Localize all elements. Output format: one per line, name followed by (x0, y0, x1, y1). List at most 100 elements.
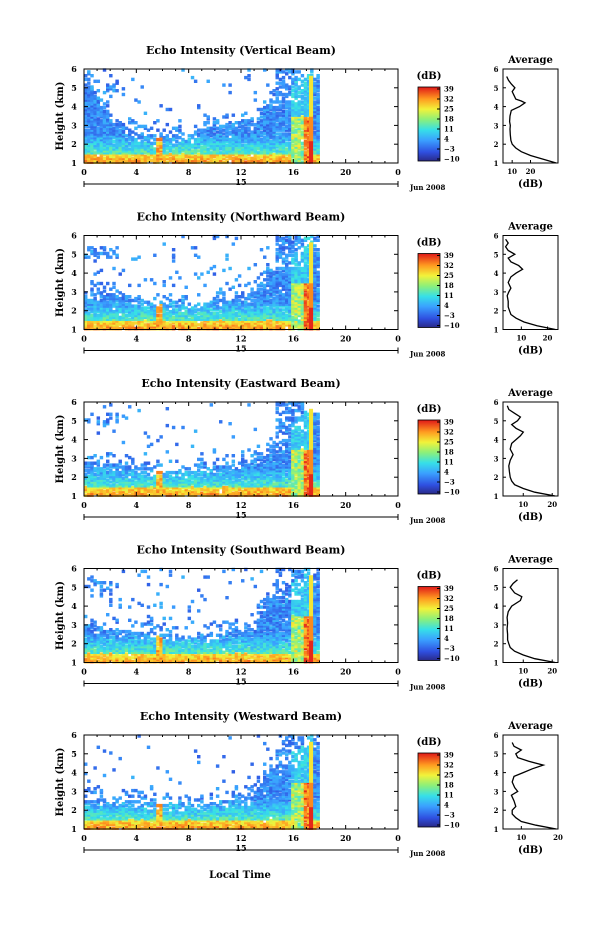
heatmap-cell (275, 242, 279, 246)
heatmap-cell (121, 126, 126, 130)
heatmap-cell (190, 474, 195, 479)
heatmap-cell (181, 317, 185, 321)
heatmap-cell (184, 160, 188, 164)
heatmap-cell (256, 465, 261, 469)
heatmap-cell (156, 160, 160, 164)
heatmap-cell (159, 482, 163, 486)
heatmap-cell (300, 149, 305, 153)
heatmap-cell (128, 134, 132, 138)
heatmap-cell (128, 455, 132, 460)
heatmap-cell (234, 313, 239, 318)
heatmap-cell (266, 289, 270, 293)
heatmap-cell (259, 311, 264, 316)
heatmap-cell (253, 298, 258, 303)
heatmap-cell (291, 136, 295, 140)
heatmap-cell (272, 141, 276, 146)
heatmap-cell (84, 160, 88, 164)
heatmap-cell (269, 472, 273, 477)
heatmap-cell (259, 295, 264, 299)
heatmap-cell (215, 485, 220, 490)
heatmap-cell (272, 478, 276, 482)
heatmap-cell (300, 306, 305, 310)
heatmap-cell (241, 323, 245, 327)
heatmap-cell (237, 302, 242, 306)
heatmap-cell (121, 325, 126, 329)
heatmap-cell (313, 287, 317, 291)
heatmap-cell (316, 321, 320, 325)
heatmap-cell (291, 317, 295, 321)
heatmap-cell (294, 263, 298, 267)
heatmap-cell (275, 274, 279, 278)
heatmap-cell (275, 311, 279, 316)
heatmap-cell (128, 147, 132, 151)
heatmap-cell (309, 264, 314, 269)
heatmap-cell (106, 454, 110, 458)
heatmap-cell (212, 478, 217, 482)
heatmap-cell (212, 491, 217, 495)
heatmap-cell (165, 323, 170, 327)
heatmap-cell (272, 311, 276, 316)
heatmap-cell (278, 308, 283, 312)
heatmap-cell (253, 459, 258, 463)
average-y-tick-label: 4 (494, 269, 499, 278)
heatmap-cell (228, 467, 232, 471)
heatmap-cell (306, 278, 311, 282)
heatmap-cell (106, 152, 110, 157)
heatmap-cell (115, 139, 119, 144)
heatmap-cell (118, 136, 122, 140)
heatmap-cell (253, 128, 258, 132)
heatmap-cell (285, 317, 289, 321)
heatmap-cell (146, 323, 151, 327)
heatmap-cell (300, 289, 305, 293)
heatmap-cell (303, 124, 308, 129)
heatmap-cell (121, 296, 126, 301)
heatmap-cell (244, 313, 248, 318)
heatmap-cell (84, 315, 88, 320)
heatmap-cell (313, 100, 317, 104)
heatmap-cell (231, 315, 236, 320)
heatmap-cell (244, 470, 248, 475)
heatmap-cell (269, 289, 273, 293)
heatmap-cell (291, 440, 295, 445)
heatmap-cell (225, 474, 229, 479)
heatmap-cell (294, 272, 298, 276)
heatmap-cell (134, 317, 138, 321)
heatmap-cell (306, 74, 311, 78)
heatmap-cell (263, 149, 267, 153)
heatmap-cell (259, 472, 264, 477)
heatmap-cell (278, 313, 283, 318)
heatmap-cell (272, 147, 276, 151)
heatmap-cell (159, 136, 163, 140)
heatmap-cell (291, 302, 295, 306)
heatmap-cell (253, 474, 258, 479)
heatmap-cell (93, 100, 97, 104)
heatmap-cell (93, 132, 97, 136)
heatmap-cell (187, 480, 192, 484)
heatmap-cell (171, 300, 176, 304)
heatmap-cell (259, 152, 264, 157)
heatmap-cell (275, 470, 279, 475)
heatmap-cell (272, 313, 276, 318)
heatmap-cell (171, 126, 176, 130)
heatmap-cell (250, 325, 254, 329)
heatmap-cell (275, 418, 279, 422)
heatmap-cell (309, 279, 314, 284)
heatmap-cell (225, 310, 229, 314)
heatmap-cell (121, 321, 126, 325)
heatmap-cell (253, 160, 258, 164)
heatmap-cell (294, 310, 298, 314)
heatmap-cell (281, 154, 286, 159)
heatmap-cell (281, 149, 286, 153)
heatmap-cell (112, 83, 116, 87)
heatmap-cell (285, 137, 289, 142)
heatmap-cell (153, 480, 157, 484)
heatmap-cell (278, 323, 283, 327)
heatmap-cell (93, 154, 97, 159)
heatmap-cell (291, 306, 295, 310)
heatmap-cell (206, 141, 210, 146)
heatmap-cell (219, 484, 223, 488)
heatmap-cell (263, 293, 267, 297)
heatmap-cell (256, 291, 261, 295)
heatmap-cell (247, 119, 251, 123)
heatmap-cell (225, 315, 229, 320)
